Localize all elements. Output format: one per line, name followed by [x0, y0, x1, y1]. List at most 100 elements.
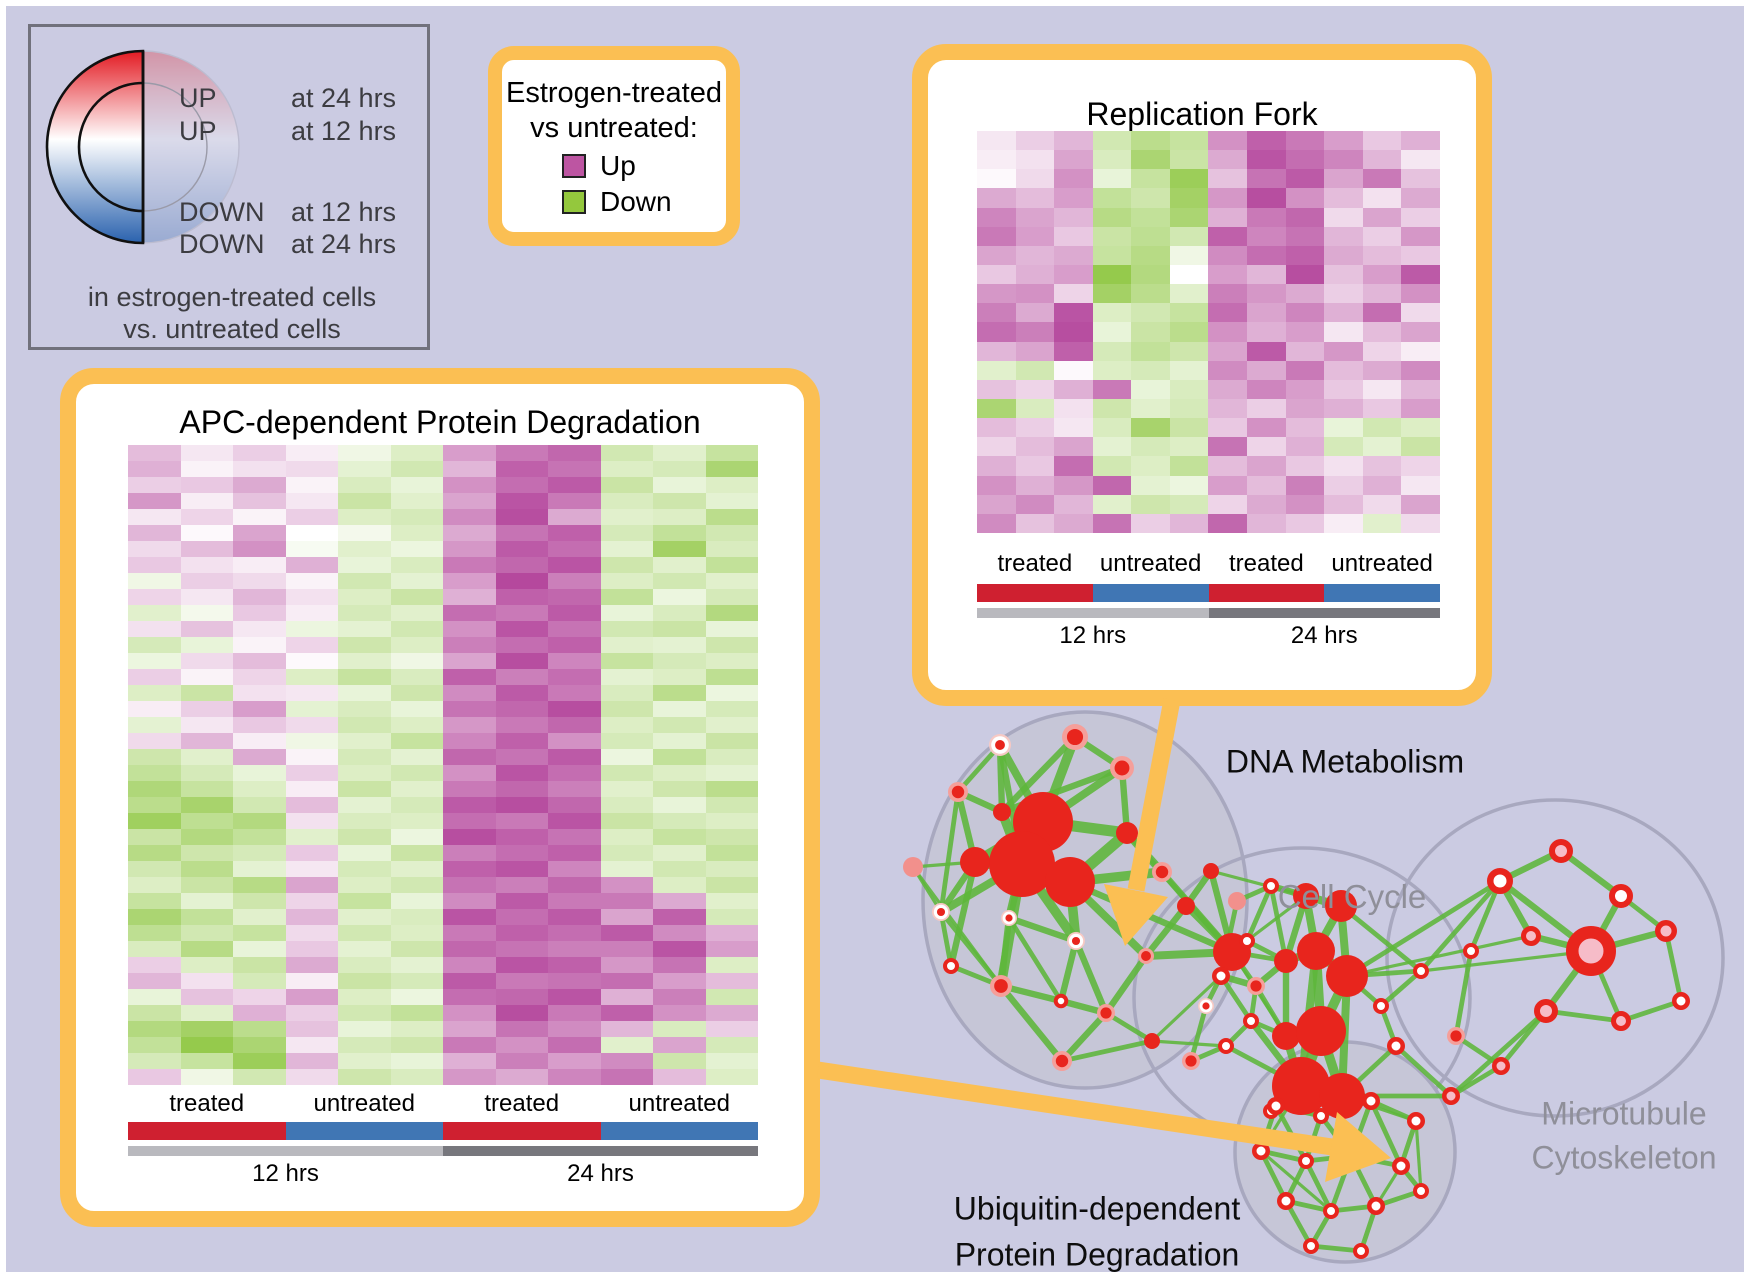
heatmap-cell [600, 493, 653, 509]
heatmap-cell [285, 653, 338, 669]
network-node-donut-white [1413, 1183, 1429, 1199]
heatmap-cell [600, 781, 653, 797]
heatmap-cell [548, 621, 601, 637]
heatmap-cell [548, 797, 601, 813]
heatmap-cell [233, 669, 286, 685]
heatmap-cell [653, 749, 706, 765]
heatmap-cell [1401, 418, 1440, 438]
heatmap-cell [180, 653, 233, 669]
heatmap-cell [705, 877, 758, 893]
heatmap-cell [600, 541, 653, 557]
network-node-rim-core [1155, 865, 1169, 879]
heatmap-cell [977, 513, 1016, 533]
heatmap-cell [1208, 264, 1248, 285]
heatmap-cell [1362, 322, 1402, 342]
network-edge [1073, 939, 1109, 1015]
heatmap-cell [705, 573, 758, 589]
heatmap-cell [285, 845, 338, 861]
heatmap-cell [705, 893, 758, 909]
network-node-red [1177, 897, 1195, 915]
heatmap-cell [1324, 418, 1363, 438]
heatmap-cell [653, 1069, 706, 1085]
heatmap-cell [1092, 284, 1132, 304]
heatmap-cell [1362, 341, 1402, 361]
heatmap-cell [1054, 341, 1093, 361]
heatmap-cell [495, 493, 548, 509]
heatmap-cell [1401, 322, 1440, 342]
heatmap-cell [390, 861, 443, 877]
apc-treated-untreated-bars [128, 1122, 758, 1140]
direction-label: UP [179, 83, 217, 113]
network-node-whitering-core [1071, 936, 1081, 946]
heatmap-cell [495, 525, 548, 541]
heatmap-cell [1285, 207, 1325, 227]
heatmap-cell [233, 701, 286, 717]
heatmap-cell [653, 557, 706, 573]
heatmap-cell [1131, 513, 1170, 533]
heatmap-cell [233, 685, 286, 701]
heatmap-cell [1208, 456, 1248, 476]
heatmap-cell [705, 493, 758, 509]
heatmap-cell [1169, 475, 1209, 495]
heatmap-cell [285, 1037, 338, 1053]
heatmap-cell [390, 781, 443, 797]
heatmap-cell [443, 685, 496, 701]
legend-item-label: Down [600, 186, 672, 217]
heatmap-cell [977, 360, 1016, 380]
network-node-rim-core [1114, 760, 1130, 776]
heatmap-cell [1247, 379, 1286, 399]
network-node-pink [903, 857, 923, 877]
network-node-red [1274, 949, 1298, 973]
heatmap-cell [180, 765, 233, 781]
time-label: 24 hrs [567, 1160, 634, 1187]
heatmap-cell [548, 685, 601, 701]
heatmap-cell [548, 749, 601, 765]
heatmap-cell [1362, 456, 1402, 476]
heatmap-cell [390, 685, 443, 701]
heatmap-cell [233, 797, 286, 813]
network-node-rim-core [1066, 728, 1084, 746]
heatmap-cell [285, 925, 338, 941]
heatmap-cell [495, 877, 548, 893]
heatmap-cell [548, 909, 601, 925]
network-edge [997, 917, 1013, 987]
heatmap-cell [390, 1053, 443, 1069]
heatmap-cell [495, 445, 548, 461]
heatmap-cell [1362, 226, 1402, 246]
heatmap-cell [1131, 245, 1170, 265]
group-label: untreated [628, 1090, 730, 1117]
heatmap-cell [1015, 245, 1055, 265]
heatmap-cell [338, 829, 391, 845]
heatmap-cell [1131, 494, 1170, 514]
heatmap-cell [1054, 131, 1093, 151]
heatmap-cell [390, 1069, 443, 1085]
heatmap-cell [128, 669, 181, 685]
network-node-donut-white [1053, 993, 1069, 1009]
heatmap-cell [653, 621, 706, 637]
heatmap-cell [653, 909, 706, 925]
heatmap-cell [1054, 379, 1093, 399]
heatmap-cell [1285, 513, 1325, 533]
heatmap-cell [1054, 398, 1093, 419]
network-node-donut-white [1672, 992, 1690, 1010]
network-edge [1061, 1038, 1153, 1064]
heatmap-cell [600, 477, 653, 493]
cluster-label-cell-cycle: Cell Cycle [1277, 878, 1427, 915]
heatmap-cell [233, 749, 286, 765]
heatmap-cell [653, 765, 706, 781]
heatmap-cell [443, 829, 496, 845]
estrogen-legend-items: Up Down [502, 150, 726, 218]
untreated-bar [1324, 584, 1440, 602]
heatmap-cell [600, 605, 653, 621]
heatmap-cell [128, 653, 181, 669]
heatmap-cell [128, 605, 181, 621]
heatmap-cell [1054, 169, 1093, 189]
heatmap-cell [1015, 226, 1055, 246]
heatmap-cell [1362, 264, 1402, 285]
heatmap-cell [1131, 188, 1170, 208]
heatmap-cell [705, 973, 758, 989]
network-edge [1143, 904, 1189, 958]
heatmap-cell [1324, 360, 1363, 380]
heatmap-cell [1169, 245, 1209, 265]
heatmap-cell [1054, 322, 1093, 342]
